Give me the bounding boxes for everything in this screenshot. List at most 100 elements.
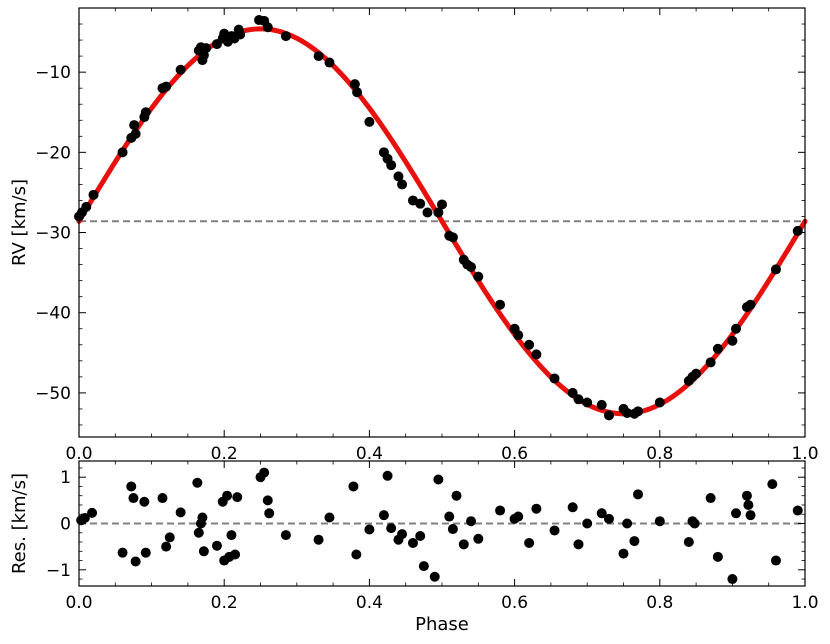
top-data-point [712, 343, 723, 354]
bot-x-tick-label: 1.0 [791, 593, 818, 613]
top-data-point [524, 339, 535, 350]
top-data-point [313, 51, 324, 62]
bot-data-point [364, 524, 375, 535]
bot-data-point [633, 489, 644, 500]
top-data-point [433, 207, 444, 218]
bot-data-point [618, 548, 629, 559]
rv-y-axis-label: RV [km/s] [9, 179, 30, 266]
bot-data-point [348, 481, 359, 492]
bot-x-tick-label: 0.2 [211, 593, 238, 613]
bot-data-point [211, 540, 222, 551]
bot-x-tick-label: 0.8 [646, 593, 673, 613]
top-data-point [582, 397, 593, 408]
top-data-point [573, 394, 584, 405]
top-data-point [161, 81, 172, 92]
top-data-point [792, 225, 803, 236]
bot-x-tick-label: 0.6 [501, 593, 528, 613]
rv-axis-ticks: 0.0 0.2 0.4 0.6 0.8 1.0 −10 −20 −30 −40 −50 [35, 7, 819, 464]
residuals-data-points [76, 467, 803, 585]
bot-data-point [654, 516, 665, 527]
top-data-point [622, 407, 633, 418]
top-y-tick-label: −50 [35, 384, 71, 404]
top-data-point [513, 330, 524, 341]
bot-data-point [727, 574, 738, 585]
bot-data-point [175, 507, 186, 518]
bot-data-point [397, 529, 408, 540]
bot-x-tick-label: 0.4 [356, 593, 383, 613]
bot-data-point [792, 505, 803, 516]
bot-data-point [444, 511, 455, 522]
top-data-point [447, 232, 458, 243]
top-data-point [770, 264, 781, 275]
rv-data-points [74, 15, 803, 421]
bot-data-point [262, 495, 273, 506]
bot-data-point [622, 518, 633, 529]
top-x-tick-label: 0.0 [65, 444, 92, 464]
bot-y-tick-label: −1 [46, 561, 71, 581]
top-data-point [364, 116, 375, 127]
top-data-point [654, 397, 665, 408]
top-data-point [495, 299, 506, 310]
top-data-point [129, 120, 140, 131]
top-y-tick-label: −40 [35, 304, 71, 324]
bot-data-point [418, 561, 429, 572]
bot-data-point [264, 508, 275, 519]
residuals-panel: 0.0 0.2 0.4 0.6 0.8 1.0 1 0 −1 Res. [km/s] Phase [9, 460, 819, 635]
top-x-tick-label: 0.6 [501, 444, 528, 464]
bot-data-point [157, 493, 168, 504]
bot-data-point [128, 493, 139, 504]
top-data-point [705, 357, 716, 368]
bot-data-point [524, 537, 535, 548]
top-data-point [549, 373, 560, 384]
top-y-tick-label: −30 [35, 224, 71, 244]
bot-data-point [495, 505, 506, 516]
bot-data-point [232, 492, 243, 503]
rv-panel: 0.0 0.2 0.4 0.6 0.8 1.0 −10 −20 −30 −40 −50 RV [km… [9, 7, 819, 464]
residuals-axis-ticks: 0.0 0.2 0.4 0.6 0.8 1.0 1 0 −1 [46, 461, 819, 613]
bot-data-point [582, 518, 593, 529]
bot-data-point [447, 524, 458, 535]
top-data-point [175, 64, 186, 75]
bot-x-tick-label: 0.0 [65, 593, 92, 613]
top-data-point [324, 57, 335, 68]
bot-data-point [466, 516, 477, 527]
top-data-point [81, 201, 92, 212]
top-data-point [473, 271, 484, 282]
top-data-point [349, 79, 360, 90]
top-data-point [745, 299, 756, 310]
bot-data-point [770, 555, 781, 566]
top-x-tick-label: 0.4 [356, 444, 383, 464]
bot-data-point [324, 512, 335, 523]
bot-data-point [415, 531, 426, 541]
bot-data-point [161, 541, 172, 552]
top-data-point [393, 171, 404, 182]
top-x-tick-label: 1.0 [791, 444, 818, 464]
bot-data-point [192, 477, 203, 488]
bot-data-point [731, 508, 742, 519]
bot-data-point [226, 530, 237, 541]
bot-data-point [743, 499, 754, 510]
bot-data-point [117, 547, 128, 558]
top-data-point [567, 387, 578, 398]
phase-x-axis-label: Phase [415, 614, 469, 635]
bot-data-point [193, 527, 204, 538]
bot-data-point [140, 547, 151, 558]
top-data-point [386, 160, 397, 171]
bot-data-point [741, 490, 752, 501]
bot-data-point [130, 556, 141, 567]
top-data-point [466, 262, 477, 272]
bot-data-point [351, 549, 362, 560]
bot-data-point [451, 490, 462, 501]
bot-data-point [79, 512, 90, 523]
bot-data-point [629, 536, 640, 547]
bot-y-tick-label: 1 [60, 468, 71, 488]
top-data-point [130, 128, 141, 139]
bot-data-point [573, 539, 584, 550]
top-data-point [88, 189, 99, 200]
bot-data-point [313, 534, 324, 545]
top-data-point [397, 179, 408, 190]
bot-data-point [531, 503, 542, 514]
bot-data-point [473, 533, 484, 544]
